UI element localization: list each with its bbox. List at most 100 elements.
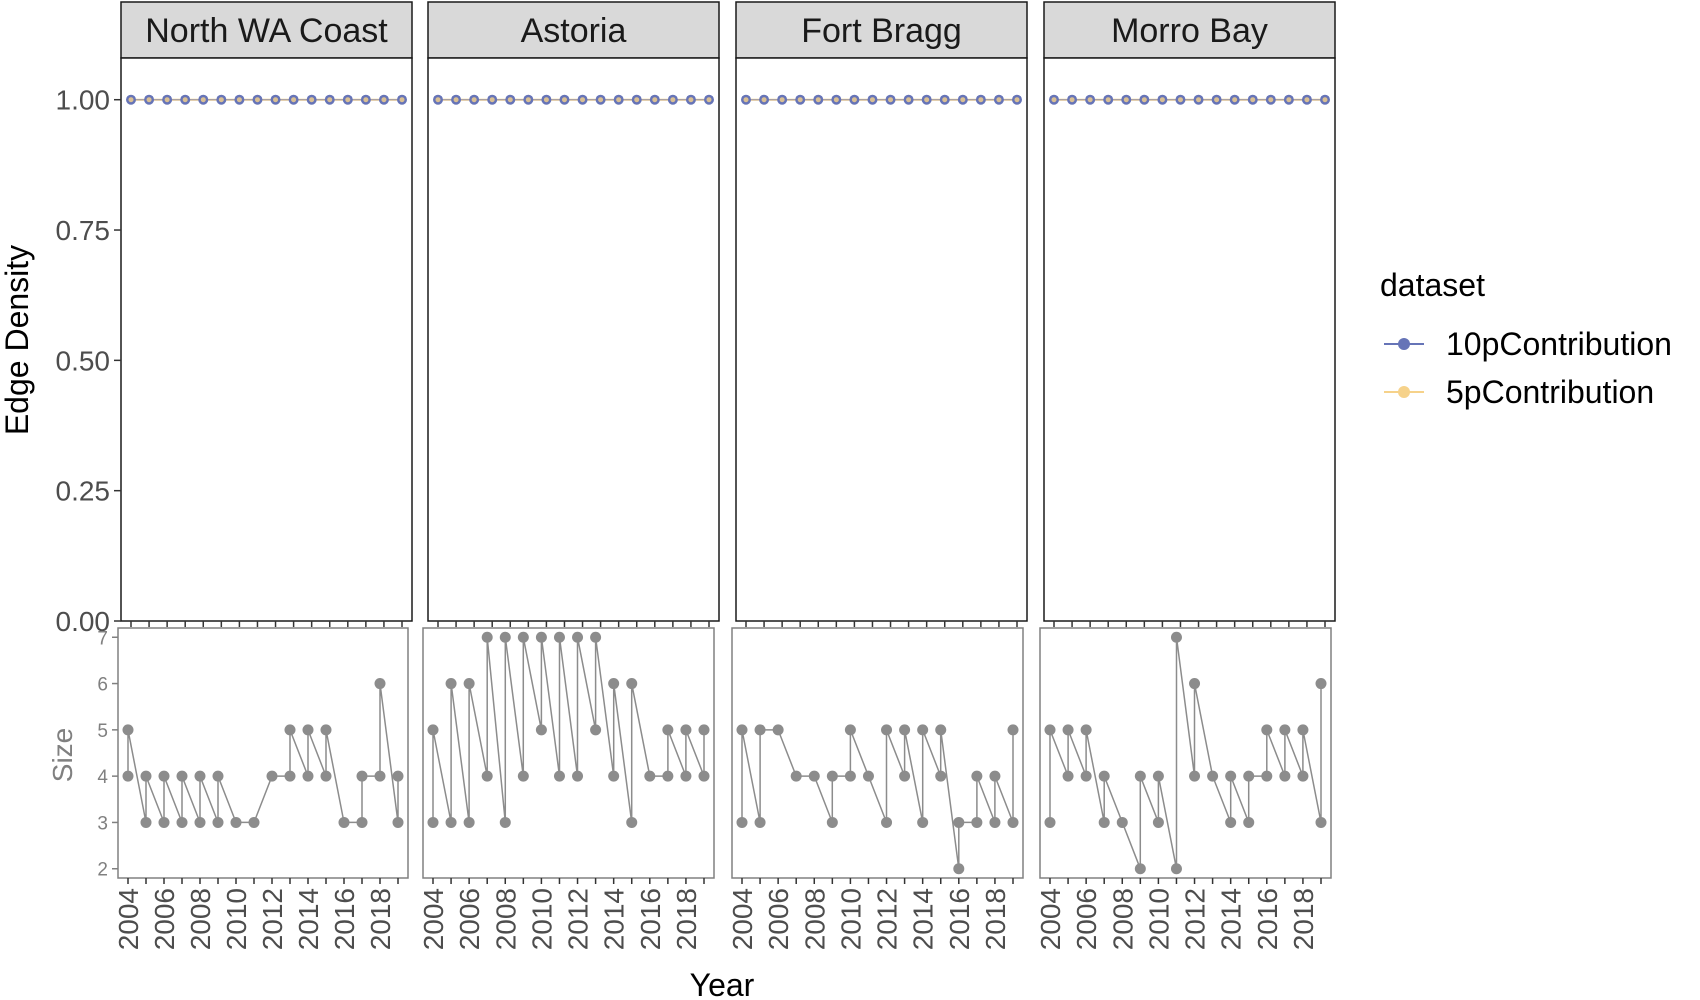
point-5pContribution xyxy=(598,97,604,103)
size-point xyxy=(608,678,620,690)
x-tick-label: 2018 xyxy=(980,888,1011,950)
x-tick-label: 2016 xyxy=(1252,888,1283,950)
point-5pContribution xyxy=(1214,97,1220,103)
size-point xyxy=(463,678,475,690)
point-5pContribution xyxy=(1250,97,1256,103)
size-point xyxy=(736,724,748,736)
point-5pContribution xyxy=(924,97,930,103)
size-point xyxy=(374,770,386,782)
size-point xyxy=(284,724,296,736)
size-point xyxy=(553,770,565,782)
point-5pContribution xyxy=(996,97,1002,103)
top-y-tick-label: 0.50 xyxy=(56,345,111,376)
point-5pContribution xyxy=(779,97,785,103)
x-tick-label: 2018 xyxy=(1288,888,1319,950)
point-5pContribution xyxy=(978,97,984,103)
size-point xyxy=(248,816,260,828)
size-point xyxy=(1170,863,1182,875)
x-tick-label: 2012 xyxy=(257,888,288,950)
x-tick-label: 2010 xyxy=(526,888,557,950)
bottom-panel-border xyxy=(117,627,409,879)
size-point xyxy=(499,816,511,828)
legend-key-point xyxy=(1398,386,1410,398)
x-tick-label: 2014 xyxy=(908,888,939,950)
x-tick-label: 2008 xyxy=(490,888,521,950)
top-panel-border xyxy=(1043,57,1336,622)
size-point xyxy=(1243,816,1255,828)
x-tick-label: 2006 xyxy=(763,888,794,950)
point-5pContribution xyxy=(1177,97,1183,103)
point-5pContribution xyxy=(200,97,206,103)
point-5pContribution xyxy=(182,97,188,103)
size-point xyxy=(736,816,748,828)
size-point xyxy=(392,770,404,782)
facet-strip-label: Fort Bragg xyxy=(801,12,962,50)
size-point xyxy=(427,816,439,828)
size-point xyxy=(626,678,638,690)
facet-strip xyxy=(735,1,1028,59)
point-5pContribution xyxy=(1087,97,1093,103)
size-point xyxy=(1044,816,1056,828)
size-point xyxy=(445,816,457,828)
size-point xyxy=(1116,816,1128,828)
x-tick-label: 2006 xyxy=(454,888,485,950)
x-tick-label: 2010 xyxy=(1143,888,1174,950)
point-5pContribution xyxy=(435,97,441,103)
x-tick-label: 2004 xyxy=(418,888,449,950)
size-point xyxy=(1007,816,1019,828)
size-point xyxy=(572,631,584,643)
size-point xyxy=(517,770,529,782)
point-5pContribution xyxy=(164,97,170,103)
point-5pContribution xyxy=(1286,97,1292,103)
point-5pContribution xyxy=(1051,97,1057,103)
point-5pContribution xyxy=(218,97,224,103)
point-5pContribution xyxy=(1141,97,1147,103)
size-point xyxy=(1261,724,1273,736)
bottom-panel-border xyxy=(731,627,1024,879)
size-point xyxy=(1297,724,1309,736)
size-point xyxy=(1315,816,1327,828)
x-tick-label: 2014 xyxy=(293,888,324,950)
facet-strip-label: Astoria xyxy=(521,12,627,50)
size-point xyxy=(698,724,710,736)
legend-label: 10pContribution xyxy=(1446,326,1672,362)
size-point xyxy=(535,724,547,736)
size-point xyxy=(1189,770,1201,782)
top-y-tick-label: 0.00 xyxy=(56,606,111,637)
point-5pContribution xyxy=(399,97,405,103)
size-point xyxy=(212,816,224,828)
x-tick-label: 2004 xyxy=(1035,888,1066,950)
size-point xyxy=(284,770,296,782)
point-5pContribution xyxy=(1304,97,1310,103)
top-y-tick-label: 1.00 xyxy=(56,85,111,116)
size-point xyxy=(1098,816,1110,828)
size-point xyxy=(808,770,820,782)
size-point xyxy=(158,770,170,782)
size-point xyxy=(140,770,152,782)
size-point xyxy=(953,816,965,828)
bottom-y-tick-label: 3 xyxy=(97,813,108,834)
size-point xyxy=(680,770,692,782)
size-point xyxy=(1170,631,1182,643)
size-line xyxy=(1049,637,1322,869)
legend: dataset 10pContribution 5pContribution xyxy=(1380,267,1672,410)
size-point xyxy=(917,816,929,828)
size-point xyxy=(698,770,710,782)
point-5pContribution xyxy=(1159,97,1165,103)
size-point xyxy=(517,631,529,643)
point-5pContribution xyxy=(1105,97,1111,103)
point-5pContribution xyxy=(309,97,315,103)
legend-title: dataset xyxy=(1380,267,1485,303)
size-point xyxy=(899,724,911,736)
size-point xyxy=(971,816,983,828)
size-point xyxy=(374,678,386,690)
top-panel-border xyxy=(735,57,1028,622)
point-5pContribution xyxy=(1014,97,1020,103)
size-point xyxy=(1261,770,1273,782)
facet-strip-label: North WA Coast xyxy=(145,12,388,50)
point-5pContribution xyxy=(236,97,242,103)
size-point xyxy=(1152,816,1164,828)
point-5pContribution xyxy=(942,97,948,103)
size-point xyxy=(302,770,314,782)
